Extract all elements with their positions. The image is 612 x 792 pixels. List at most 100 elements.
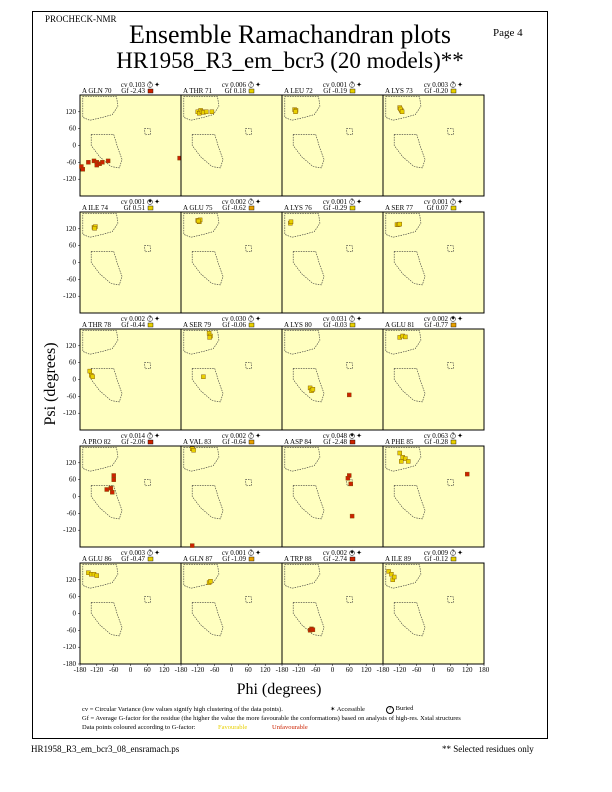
- y-tick-label: -120: [63, 292, 76, 300]
- panel-cv-value: cv 0.048: [323, 432, 348, 440]
- x-tick-label: 120: [361, 666, 372, 674]
- burial-icon: [248, 82, 254, 88]
- panel-cv-value: cv 0.103: [121, 81, 146, 89]
- accessible-icon: ✦: [154, 315, 160, 323]
- x-tick-label: -120: [90, 666, 103, 674]
- data-point: [87, 368, 93, 374]
- data-point: [207, 335, 212, 340]
- burial-symbol: ?: [148, 549, 151, 557]
- panel-cv-value: cv 0.002: [323, 549, 348, 557]
- x-tick-label: 0: [432, 666, 436, 674]
- x-tick-label: 180: [479, 666, 490, 674]
- burial-icon: [147, 82, 153, 88]
- x-tick-label: -60: [210, 666, 220, 674]
- burial-icon: [450, 82, 456, 88]
- panel-plot-area: [382, 445, 485, 548]
- data-point: [90, 374, 95, 379]
- burial-symbol: ?: [148, 81, 151, 89]
- allowed-region-outline: [191, 367, 224, 403]
- panel-gf-value: Gf -0.64: [222, 438, 246, 446]
- panel-residue-label: A SER 77: [385, 204, 414, 212]
- data-point: [196, 218, 201, 224]
- y-tick-label: 0: [73, 376, 77, 384]
- gf-color-swatch: [450, 322, 457, 328]
- panel-cv-value: cv 0.001: [424, 198, 449, 206]
- x-tick-label: -120: [292, 666, 305, 674]
- x-tick-label: -180: [276, 666, 289, 674]
- allowed-region-outline: [284, 447, 321, 472]
- panel-residue-label: A LYS 73: [385, 87, 413, 95]
- data-point: [204, 109, 209, 115]
- accessible-icon: ✶: [330, 706, 336, 713]
- x-tick-label: -60: [412, 666, 422, 674]
- y-tick-label: 0: [73, 142, 77, 150]
- allowed-region-outline: [447, 128, 455, 136]
- panel-residue-label: A LYS 80: [284, 321, 312, 329]
- file-name: HR1958_R3_em_bcr3_08_ensramach.ps: [31, 744, 180, 754]
- accessible-icon: ✦: [457, 432, 463, 440]
- allowed-region-outline: [284, 564, 321, 589]
- panel-plot-area: [281, 94, 384, 197]
- gf-color-swatch: [349, 88, 356, 94]
- panel-cv-value: cv 0.002: [222, 432, 247, 440]
- burial-symbol: ?: [249, 432, 252, 440]
- allowed-region-outline: [385, 447, 422, 472]
- data-point: [386, 569, 391, 574]
- panel-cv-value: cv 0.001: [222, 549, 247, 557]
- y-tick-label: -60: [67, 392, 77, 400]
- allowed-region-outline: [90, 601, 123, 637]
- panel-gf-value: Gf 0.51: [124, 204, 146, 212]
- burial-icon: [349, 433, 355, 439]
- panel-residue-label: A SER 79: [183, 321, 212, 329]
- allowed-region-outline: [245, 128, 253, 136]
- allowed-region-outline: [385, 564, 422, 589]
- x-tick-label: 60: [144, 666, 152, 674]
- data-point: [191, 448, 196, 453]
- panel-residue-label: A TRP 88: [284, 555, 312, 563]
- panel-plot-area: [382, 328, 485, 431]
- y-tick-label: 120: [66, 576, 77, 584]
- allowed-region-outline: [447, 479, 455, 487]
- panel-cv-value: cv 0.002: [121, 315, 146, 323]
- y-tick-label: 60: [69, 593, 77, 601]
- x-tick-label: -120: [393, 666, 406, 674]
- panel-gf-value: Gf -0.06: [222, 321, 246, 329]
- allowed-region-outline: [385, 330, 422, 355]
- panel-plot-area: [281, 445, 384, 548]
- burial-symbol: ?: [451, 81, 454, 89]
- allowed-region-outline: [82, 564, 119, 589]
- burial-icon: [450, 550, 456, 556]
- accessible-icon: ✦: [255, 549, 261, 557]
- burial-symbol: ✦: [450, 315, 456, 323]
- y-tick-label: 60: [69, 242, 77, 250]
- accessible-icon: ✦: [255, 432, 261, 440]
- favourable-label: Favourable: [218, 724, 248, 731]
- allowed-region-outline: [447, 596, 455, 604]
- gf-color-swatch: [248, 439, 255, 445]
- data-point: [92, 226, 97, 231]
- accessible-icon: ✦: [154, 432, 160, 440]
- allowed-region-outline: [346, 362, 354, 370]
- data-point: [349, 513, 355, 519]
- gf-color-swatch: [147, 439, 154, 445]
- gf-color-swatch: [248, 322, 255, 328]
- panel-cv-value: cv 0.002: [222, 198, 247, 206]
- x-tick-label: 60: [447, 666, 455, 674]
- x-tick-label: 0: [331, 666, 335, 674]
- panel-cv-value: cv 0.006: [222, 81, 247, 89]
- gf-color-swatch: [450, 88, 457, 94]
- gf-color-swatch: [248, 88, 255, 94]
- accessible-icon: ✦: [356, 198, 362, 206]
- panel-residue-label: A GLU 81: [385, 321, 415, 329]
- burial-symbol: ?: [249, 81, 252, 89]
- panel-gf-value: Gf -1.09: [222, 555, 246, 563]
- allowed-region-outline: [292, 367, 325, 403]
- burial-icon: [450, 199, 456, 205]
- gf-color-swatch: [147, 322, 154, 328]
- accessible-icon: ✦: [457, 198, 463, 206]
